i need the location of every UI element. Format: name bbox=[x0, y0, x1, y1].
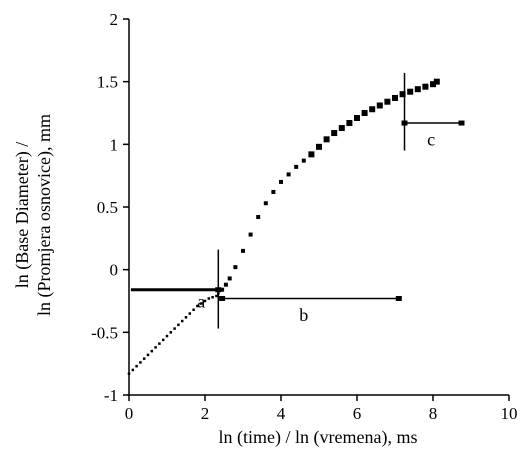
data-point bbox=[414, 86, 421, 93]
axes: -1 -0.5 0 0.5 1 1.5 2 0 2 4 6 8 10 bbox=[91, 10, 517, 423]
region-label-a: a bbox=[197, 291, 205, 311]
x-axis-title: ln (time) / ln (vremena), ms bbox=[219, 427, 418, 448]
x-tick-label: 2 bbox=[201, 404, 210, 423]
data-point bbox=[188, 312, 192, 315]
reference-hline-end-marker bbox=[458, 120, 465, 126]
x-tick-label: 4 bbox=[277, 404, 286, 423]
data-point bbox=[217, 292, 220, 295]
reference-hline-end-marker bbox=[395, 295, 402, 301]
data-point bbox=[192, 308, 195, 312]
x-tick-label: 6 bbox=[353, 404, 362, 423]
data-point bbox=[215, 294, 218, 298]
y-tick-label: 1.5 bbox=[97, 73, 118, 92]
y-tick-label: -0.5 bbox=[91, 323, 118, 342]
data-point bbox=[331, 130, 338, 137]
data-point bbox=[177, 323, 180, 327]
y-tick-label: -1 bbox=[104, 386, 118, 405]
data-point bbox=[169, 331, 173, 334]
data-point bbox=[271, 189, 276, 194]
data-point bbox=[316, 143, 322, 150]
data-point bbox=[248, 232, 253, 237]
data-point bbox=[196, 304, 199, 308]
reference-hline-start-marker bbox=[219, 295, 226, 301]
data-point bbox=[203, 299, 207, 303]
region-label-b: b bbox=[299, 305, 308, 325]
data-point bbox=[127, 372, 131, 375]
data-point bbox=[256, 215, 261, 220]
data-point bbox=[407, 88, 414, 95]
y-tick-label: 0 bbox=[110, 261, 119, 280]
data-point bbox=[430, 81, 436, 88]
data-point bbox=[184, 316, 188, 319]
y-axis-title: ln (Base Diameter) / ln (Promjera osnovi… bbox=[12, 114, 55, 316]
data-point bbox=[384, 98, 391, 105]
data-point bbox=[286, 172, 291, 177]
data-point bbox=[227, 276, 232, 281]
data-point bbox=[211, 295, 214, 299]
data-point bbox=[131, 368, 135, 372]
data-point bbox=[361, 110, 368, 116]
data-point bbox=[323, 136, 330, 143]
data-point bbox=[422, 83, 429, 90]
data-point bbox=[142, 357, 146, 360]
reference-hline-start-marker bbox=[401, 120, 408, 126]
y-tick-label: 0.5 bbox=[97, 198, 118, 217]
data-point bbox=[433, 78, 440, 85]
data-point bbox=[301, 158, 306, 163]
data-point bbox=[294, 164, 299, 169]
y-tick-label: 1 bbox=[110, 135, 119, 154]
region-label-c: c bbox=[427, 130, 435, 150]
data-point bbox=[165, 334, 169, 338]
data-point bbox=[180, 319, 184, 323]
data-point bbox=[220, 287, 225, 292]
x-tick-label: 0 bbox=[125, 404, 134, 423]
data-point bbox=[223, 282, 228, 287]
data-points bbox=[127, 78, 440, 375]
y-tick-label: 2 bbox=[110, 10, 119, 29]
data-point bbox=[173, 327, 176, 330]
data-point bbox=[279, 179, 283, 184]
data-point bbox=[399, 91, 406, 98]
reference-lines bbox=[130, 72, 465, 329]
data-point bbox=[338, 125, 345, 132]
data-point bbox=[376, 102, 383, 109]
data-point bbox=[139, 361, 142, 364]
region-labels: a b c bbox=[197, 130, 435, 325]
data-point bbox=[146, 353, 150, 357]
x-tick-label: 10 bbox=[501, 404, 518, 423]
data-point bbox=[135, 364, 138, 368]
y-axis-title-line-1: ln (Base Diameter) / bbox=[12, 142, 33, 288]
y-axis-title-line-2: ln (Promjera osnovice), mm bbox=[34, 114, 55, 316]
data-point bbox=[233, 265, 238, 270]
data-point bbox=[207, 297, 211, 300]
data-point bbox=[369, 106, 376, 113]
data-point bbox=[158, 342, 161, 345]
x-tick-label: 8 bbox=[429, 404, 438, 423]
data-point bbox=[354, 115, 360, 122]
data-point bbox=[161, 338, 165, 342]
data-point bbox=[346, 120, 353, 127]
data-point bbox=[263, 201, 268, 206]
data-point bbox=[154, 346, 157, 349]
data-point bbox=[241, 248, 245, 253]
data-point bbox=[150, 349, 154, 353]
data-point bbox=[308, 151, 315, 158]
data-point bbox=[392, 94, 398, 101]
data-point bbox=[199, 302, 203, 305]
